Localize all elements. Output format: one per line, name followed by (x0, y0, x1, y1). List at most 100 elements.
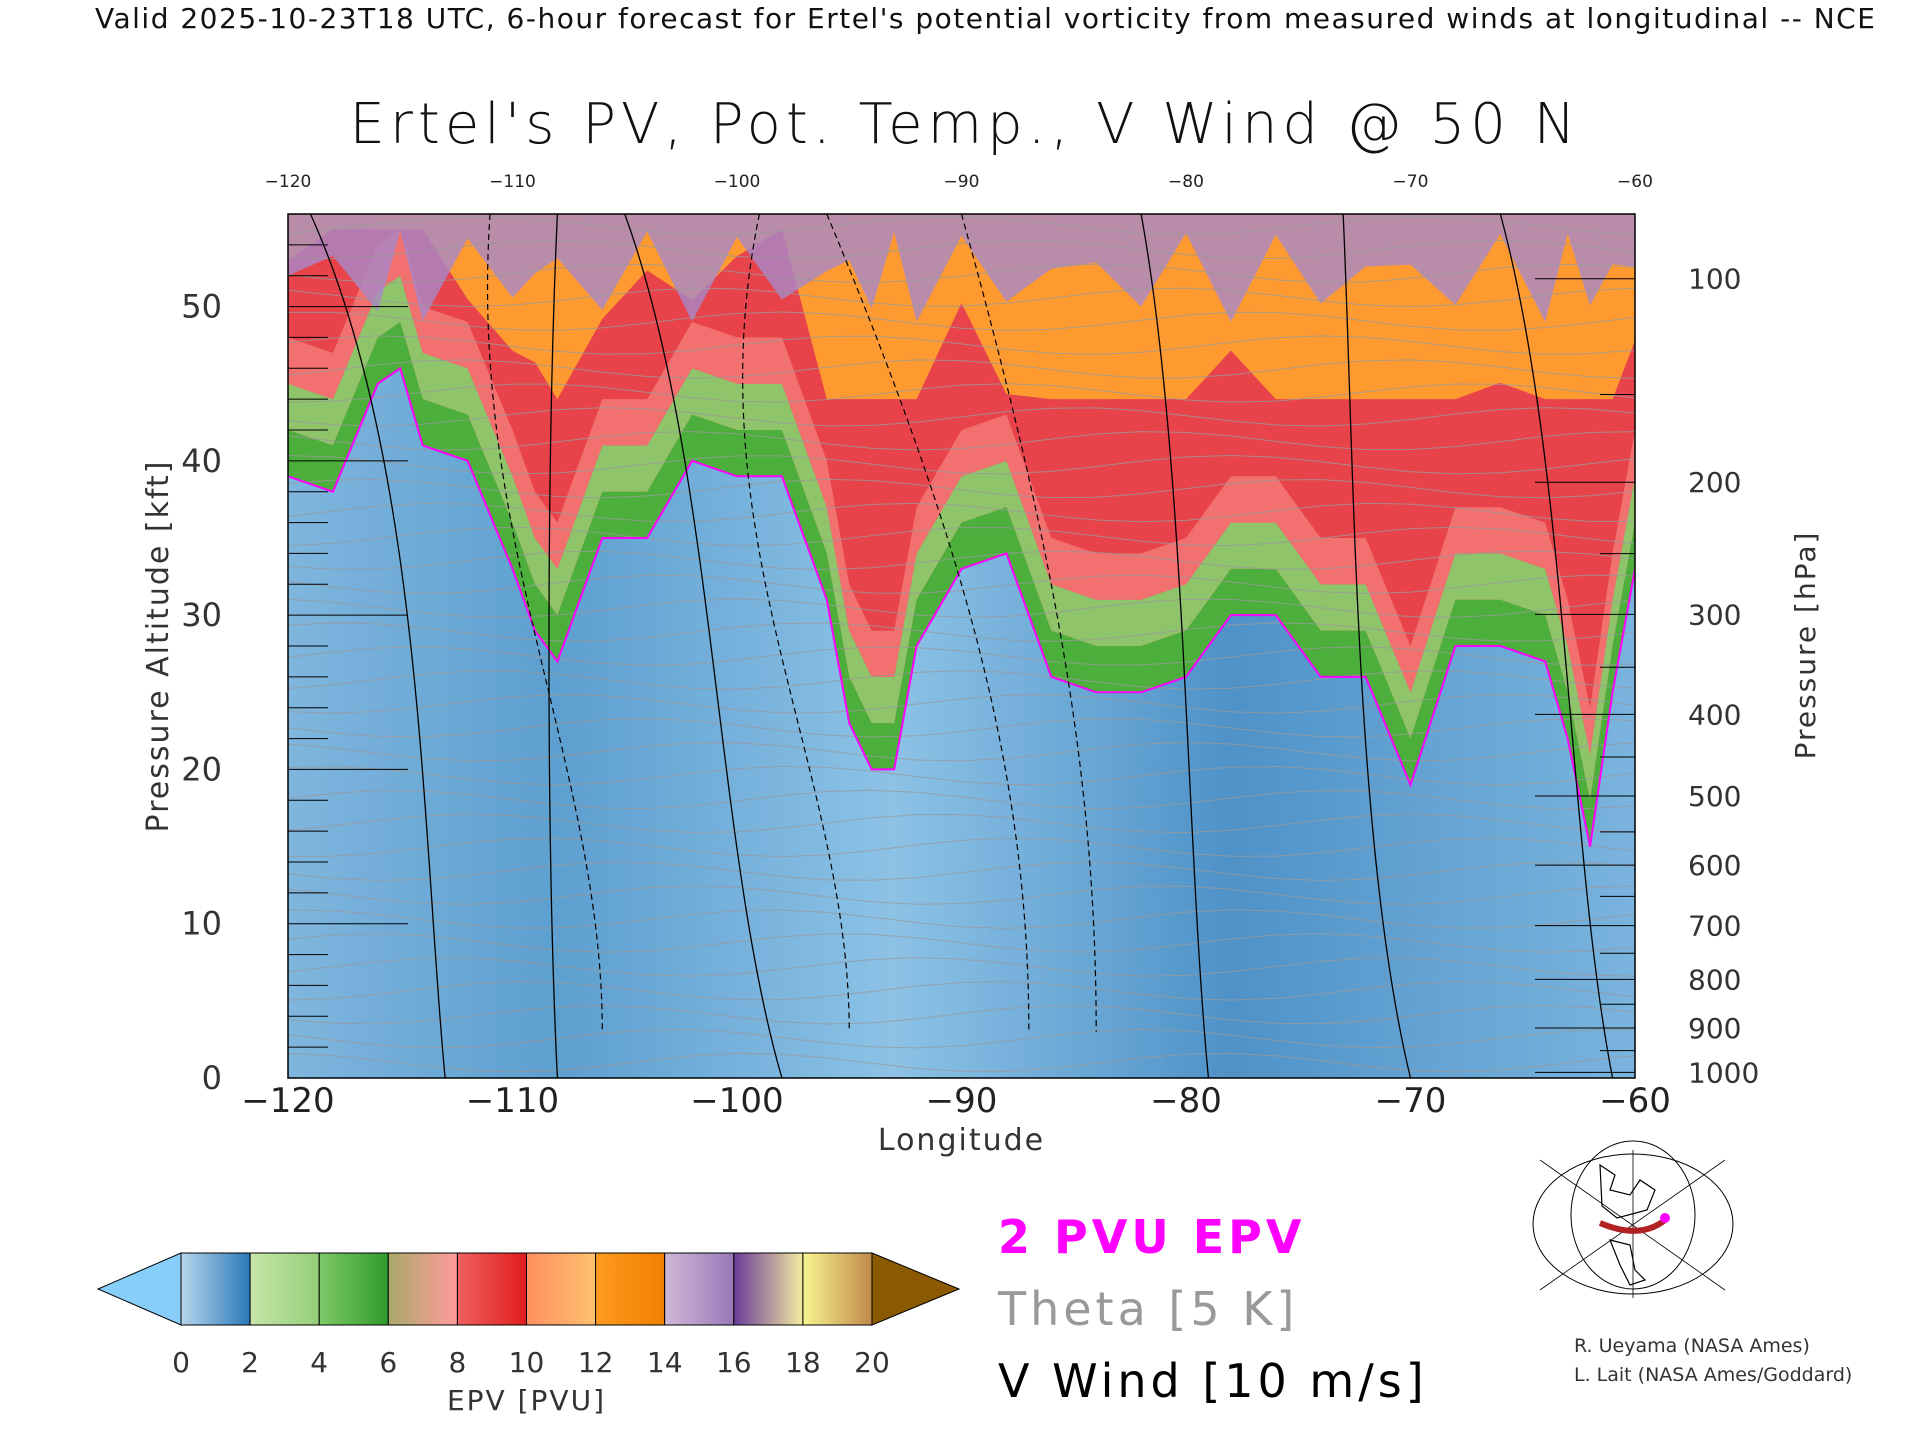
theta-contour (288, 239, 1635, 260)
vwind-contour-negative (742, 214, 850, 1032)
credit-line-2: L. Lait (NASA Ames/Goddard) (1574, 1364, 1853, 1386)
pressure-tick-label: 100 (1688, 263, 1741, 296)
theta-contour (288, 861, 1635, 881)
vwind-contour (1140, 214, 1210, 1078)
theta-contour (288, 670, 1635, 690)
pressure-tick-label: 700 (1688, 910, 1741, 943)
theta-contour (288, 263, 1635, 284)
theta-contour (288, 885, 1635, 905)
colorbar-tick-label: 14 (647, 1346, 683, 1379)
vwind-contour-negative (826, 214, 1030, 1032)
section-track (1598, 1217, 1667, 1234)
theta-contour (288, 741, 1635, 762)
theta-contour (288, 407, 1635, 427)
vwind-contour-negative (486, 214, 603, 1032)
theta-contour (288, 1028, 1635, 1049)
theta-contour (288, 335, 1635, 355)
colorbar-tick-label: 4 (310, 1346, 328, 1379)
theta-contour (288, 1004, 1635, 1025)
plot-area (288, 214, 1635, 1078)
theta-contour (288, 933, 1635, 953)
colorbar-tick-label: 0 (172, 1346, 190, 1379)
theta-contour (288, 287, 1635, 308)
colorbar-segment (318, 1252, 389, 1326)
theta-contour (288, 215, 1635, 236)
theta-contour (288, 981, 1635, 1001)
colorbar-segment (733, 1252, 804, 1326)
x-tick-label: −70 (1375, 1081, 1447, 1121)
theta-contour (288, 574, 1635, 595)
theta-contour (288, 837, 1635, 858)
legend-2pvu-epv: 2 PVU EPV (998, 1210, 1306, 1264)
theta-contour (288, 813, 1635, 834)
legend-vwind: V Wind [10 m/s] (998, 1354, 1428, 1408)
x-axis-label: Longitude (878, 1123, 1045, 1158)
colorbar-segment (595, 1252, 666, 1326)
colorbar-label: EPV [PVU] (447, 1384, 606, 1417)
pressure-tick-label: 500 (1688, 780, 1741, 813)
y-tick-label: 10 (181, 905, 222, 943)
y-tick-label: 0 (202, 1059, 222, 1097)
colorbar-segment (249, 1252, 320, 1326)
colorbar-segment (664, 1252, 735, 1326)
theta-contour (288, 478, 1635, 499)
forecast-description: Valid 2025-10-23T18 UTC, 6-hour forecast… (95, 2, 1877, 35)
theta-contour (288, 765, 1635, 786)
y-tick-label: 20 (181, 750, 222, 788)
x-tick-label: −120 (241, 1081, 334, 1121)
legend-theta: Theta [5 K] (998, 1282, 1299, 1336)
y-tick-label: 30 (181, 596, 222, 634)
vwind-contour (1342, 214, 1412, 1078)
theta-contour (288, 909, 1635, 929)
x-top-tick-label: −100 (714, 172, 761, 192)
pressure-tick-label: 1000 (1688, 1056, 1759, 1089)
colorbar-tick-label: 16 (716, 1346, 752, 1379)
pressure-tick-label: 400 (1688, 698, 1741, 731)
x-top-tick-label: −90 (944, 172, 980, 192)
vwind-contour (624, 214, 783, 1078)
theta-contour (288, 383, 1635, 403)
colorbar-tick-label: 6 (379, 1346, 397, 1379)
colorbar-tick-label: 12 (578, 1346, 614, 1379)
y-axis-label: Pressure Altitude [kft] (141, 460, 176, 833)
colorbar-tick-label: 18 (785, 1346, 821, 1379)
theta-contour (288, 622, 1635, 642)
theta-contour (288, 311, 1635, 331)
x-top-tick-label: −60 (1617, 172, 1653, 192)
vwind-contour (548, 214, 559, 1078)
chart-title: Ertel's PV, Pot. Temp., V Wind @ 50 N (349, 92, 1581, 157)
colorbar-over-triangle (871, 1252, 961, 1326)
colorbar-tick-label: 8 (448, 1346, 466, 1379)
theta-contour (288, 694, 1635, 714)
pressure-tick-label: 900 (1688, 1012, 1741, 1045)
vwind-contour-negative (960, 214, 1097, 1032)
x-top-tick-label: −80 (1168, 172, 1204, 192)
x-tick-label: −90 (926, 1081, 998, 1121)
y2-axis-label: Pressure [hPa] (1789, 531, 1822, 760)
theta-contour (288, 454, 1635, 475)
theta-contour (288, 957, 1635, 977)
epv-band-14-18 (288, 214, 1635, 322)
theta-contour (288, 789, 1635, 810)
colorbar-tick-label: 10 (509, 1346, 545, 1379)
x-tick-label: −60 (1599, 1081, 1671, 1121)
location-map-inset (1532, 1140, 1734, 1299)
theta-contour (288, 598, 1635, 618)
colorbar-segment (526, 1252, 597, 1326)
colorbar-tick-label: 2 (241, 1346, 259, 1379)
pressure-tick-label: 200 (1688, 466, 1741, 499)
track-end-marker (1660, 1213, 1670, 1223)
pressure-tick-label: 800 (1688, 963, 1741, 996)
colorbar-tick-label: 20 (854, 1346, 890, 1379)
theta-contour (288, 502, 1635, 523)
pressure-tick-label: 300 (1688, 598, 1741, 631)
credit-line-1: R. Ueyama (NASA Ames) (1574, 1335, 1810, 1357)
theta-contour (288, 359, 1635, 379)
colorbar-under-triangle (96, 1252, 182, 1326)
y-tick-label: 40 (181, 442, 222, 480)
x-tick-label: −110 (466, 1081, 559, 1121)
vwind-contour (1499, 214, 1614, 1078)
colorbar-segment (387, 1252, 458, 1326)
2pvu-contour (288, 366, 1635, 847)
